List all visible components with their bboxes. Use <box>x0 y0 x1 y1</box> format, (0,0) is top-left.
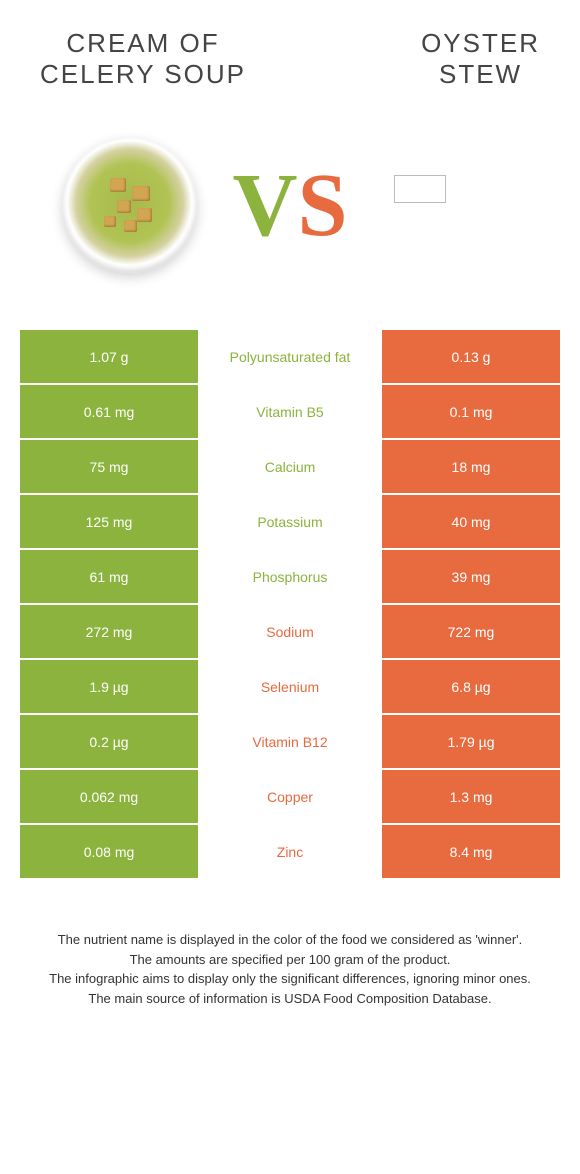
value-right: 39 mg <box>380 550 560 603</box>
food-image-left <box>54 138 204 273</box>
footer-line: The infographic aims to display only the… <box>20 969 560 989</box>
value-left: 0.062 mg <box>20 770 200 823</box>
table-row: 61 mgPhosphorus39 mg <box>20 550 560 605</box>
nutrient-name: Phosphorus <box>200 550 380 603</box>
value-left: 272 mg <box>20 605 200 658</box>
value-left: 1.9 µg <box>20 660 200 713</box>
vs-badge: VS <box>232 154 347 257</box>
value-right: 722 mg <box>380 605 560 658</box>
table-row: 0.08 mgZinc8.4 mg <box>20 825 560 880</box>
value-right: 40 mg <box>380 495 560 548</box>
footer-line: The nutrient name is displayed in the co… <box>20 930 560 950</box>
nutrient-name: Sodium <box>200 605 380 658</box>
table-row: 1.9 µgSelenium6.8 µg <box>20 660 560 715</box>
title-left: CREAM OF CELERY SOUP <box>40 28 246 90</box>
title-right: OYSTER STEW <box>421 28 540 90</box>
value-left: 125 mg <box>20 495 200 548</box>
value-left: 75 mg <box>20 440 200 493</box>
vs-v-letter: V <box>232 156 297 255</box>
table-row: 1.07 gPolyunsaturated fat0.13 g <box>20 330 560 385</box>
footer-notes: The nutrient name is displayed in the co… <box>0 880 580 1028</box>
table-row: 0.61 mgVitamin B50.1 mg <box>20 385 560 440</box>
value-right: 1.3 mg <box>380 770 560 823</box>
value-right: 18 mg <box>380 440 560 493</box>
value-right: 6.8 µg <box>380 660 560 713</box>
footer-line: The main source of information is USDA F… <box>20 989 560 1009</box>
hero-row: VS <box>0 100 580 330</box>
nutrient-name: Calcium <box>200 440 380 493</box>
vs-s-letter: S <box>297 156 347 255</box>
table-row: 125 mgPotassium40 mg <box>20 495 560 550</box>
value-left: 1.07 g <box>20 330 200 383</box>
value-left: 0.61 mg <box>20 385 200 438</box>
value-right: 0.13 g <box>380 330 560 383</box>
nutrient-name: Selenium <box>200 660 380 713</box>
value-right: 8.4 mg <box>380 825 560 878</box>
header: CREAM OF CELERY SOUP OYSTER STEW <box>0 0 580 100</box>
nutrient-name: Potassium <box>200 495 380 548</box>
soup-bowl-icon <box>62 138 197 273</box>
oyster-placeholder-icon <box>394 175 446 203</box>
value-right: 1.79 µg <box>380 715 560 768</box>
nutrient-name: Copper <box>200 770 380 823</box>
table-row: 0.2 µgVitamin B121.79 µg <box>20 715 560 770</box>
table-row: 75 mgCalcium18 mg <box>20 440 560 495</box>
footer-line: The amounts are specified per 100 gram o… <box>20 950 560 970</box>
value-right: 0.1 mg <box>380 385 560 438</box>
value-left: 61 mg <box>20 550 200 603</box>
nutrient-name: Vitamin B5 <box>200 385 380 438</box>
value-left: 0.08 mg <box>20 825 200 878</box>
value-left: 0.2 µg <box>20 715 200 768</box>
table-row: 272 mgSodium722 mg <box>20 605 560 660</box>
nutrient-table: 1.07 gPolyunsaturated fat0.13 g0.61 mgVi… <box>20 330 560 880</box>
table-row: 0.062 mgCopper1.3 mg <box>20 770 560 825</box>
nutrient-name: Zinc <box>200 825 380 878</box>
nutrient-name: Polyunsaturated fat <box>200 330 380 383</box>
nutrient-name: Vitamin B12 <box>200 715 380 768</box>
